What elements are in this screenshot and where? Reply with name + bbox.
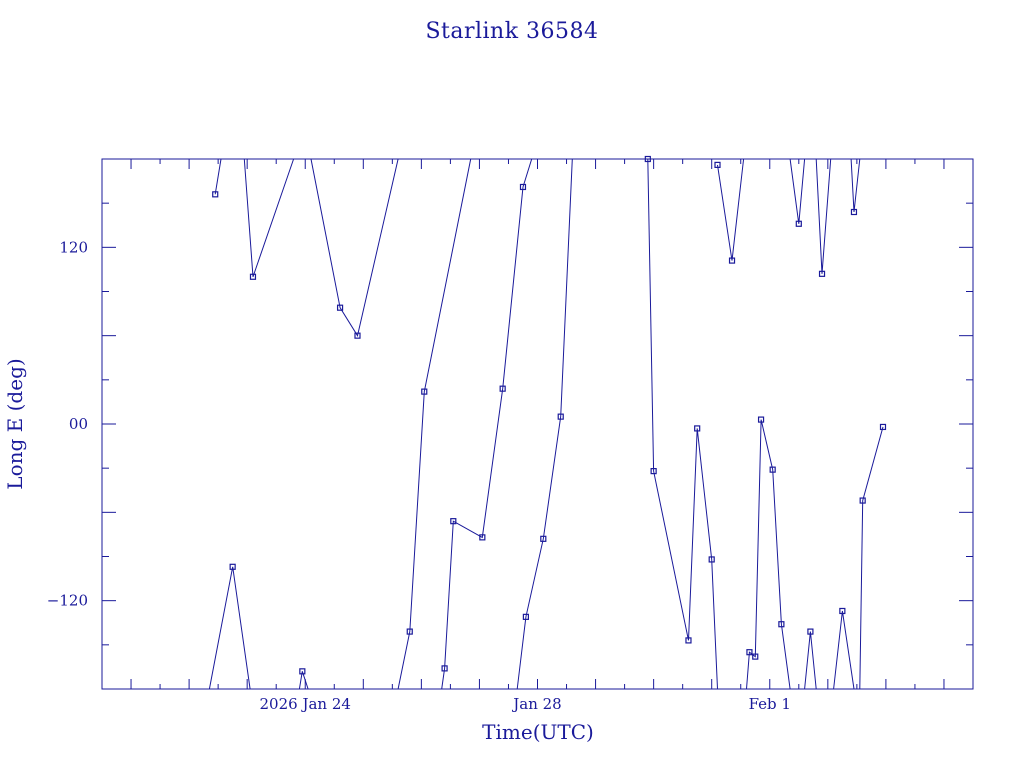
data-point — [441, 665, 448, 672]
y-tick-label: 120 — [59, 238, 88, 256]
series-line-segment — [717, 158, 745, 261]
data-point — [708, 556, 715, 563]
data-point — [450, 518, 457, 525]
data-point — [818, 270, 826, 277]
series-line-segment — [850, 158, 861, 213]
data-point — [421, 388, 428, 395]
data-point — [839, 607, 846, 615]
minor-ticks — [101, 159, 974, 689]
data-point — [499, 385, 506, 392]
series-line-segment — [644, 158, 718, 690]
data-point — [850, 208, 858, 216]
series-line-segment — [746, 419, 791, 690]
series-line-segment — [833, 610, 855, 690]
data-point — [752, 653, 759, 660]
y-axis-label: Long E (deg) — [3, 358, 27, 489]
x-axis-label: Time(UTC) — [482, 720, 594, 744]
x-tick-label: Jan 28 — [511, 695, 561, 713]
x-tick-label: Feb 1 — [749, 695, 791, 713]
series-markers — [212, 155, 887, 675]
data-point — [769, 466, 776, 473]
series-line-segment — [516, 158, 573, 690]
series-lines — [208, 158, 884, 690]
y-tick-label: 00 — [69, 415, 88, 433]
data-point — [557, 413, 564, 420]
data-point — [299, 668, 306, 675]
series-line-segment — [789, 158, 806, 224]
series-line-segment — [804, 631, 817, 690]
data-point — [694, 425, 701, 432]
data-point — [807, 628, 814, 635]
chart-title: Starlink 36584 — [425, 19, 598, 44]
data-point — [540, 535, 547, 542]
data-point — [859, 497, 866, 504]
data-point — [746, 649, 753, 656]
data-point — [757, 416, 765, 423]
data-point — [406, 628, 413, 635]
series-line-segment — [441, 158, 533, 690]
data-point — [249, 273, 257, 280]
series-line-segment — [298, 671, 309, 690]
data-point — [479, 534, 486, 541]
data-point — [795, 220, 802, 227]
data-point — [229, 563, 236, 570]
y-tick-label: −120 — [47, 592, 88, 610]
data-point — [519, 183, 527, 191]
series-line-segment — [815, 158, 832, 274]
data-point — [650, 468, 657, 475]
data-point — [644, 155, 651, 163]
data-point — [336, 304, 344, 311]
data-point — [685, 637, 692, 644]
series-line-segment — [243, 158, 295, 277]
series-line-segment — [859, 426, 884, 690]
data-point — [879, 423, 887, 431]
data-point — [728, 257, 736, 264]
data-point — [212, 191, 219, 198]
data-point — [778, 621, 785, 628]
plot-frame — [101, 158, 974, 690]
series-line-segment — [214, 158, 222, 195]
data-point — [522, 613, 529, 620]
series-line-segment — [397, 158, 472, 690]
data-point — [354, 332, 361, 339]
tick-labels: 2026 Jan 24 Jan 28 Feb 1 120 00 −120 — [47, 238, 791, 713]
x-tick-label: 2026 Jan 24 — [260, 695, 351, 713]
series-line-segment — [310, 158, 399, 337]
data-point — [714, 161, 721, 168]
series-line-segment — [208, 566, 251, 690]
